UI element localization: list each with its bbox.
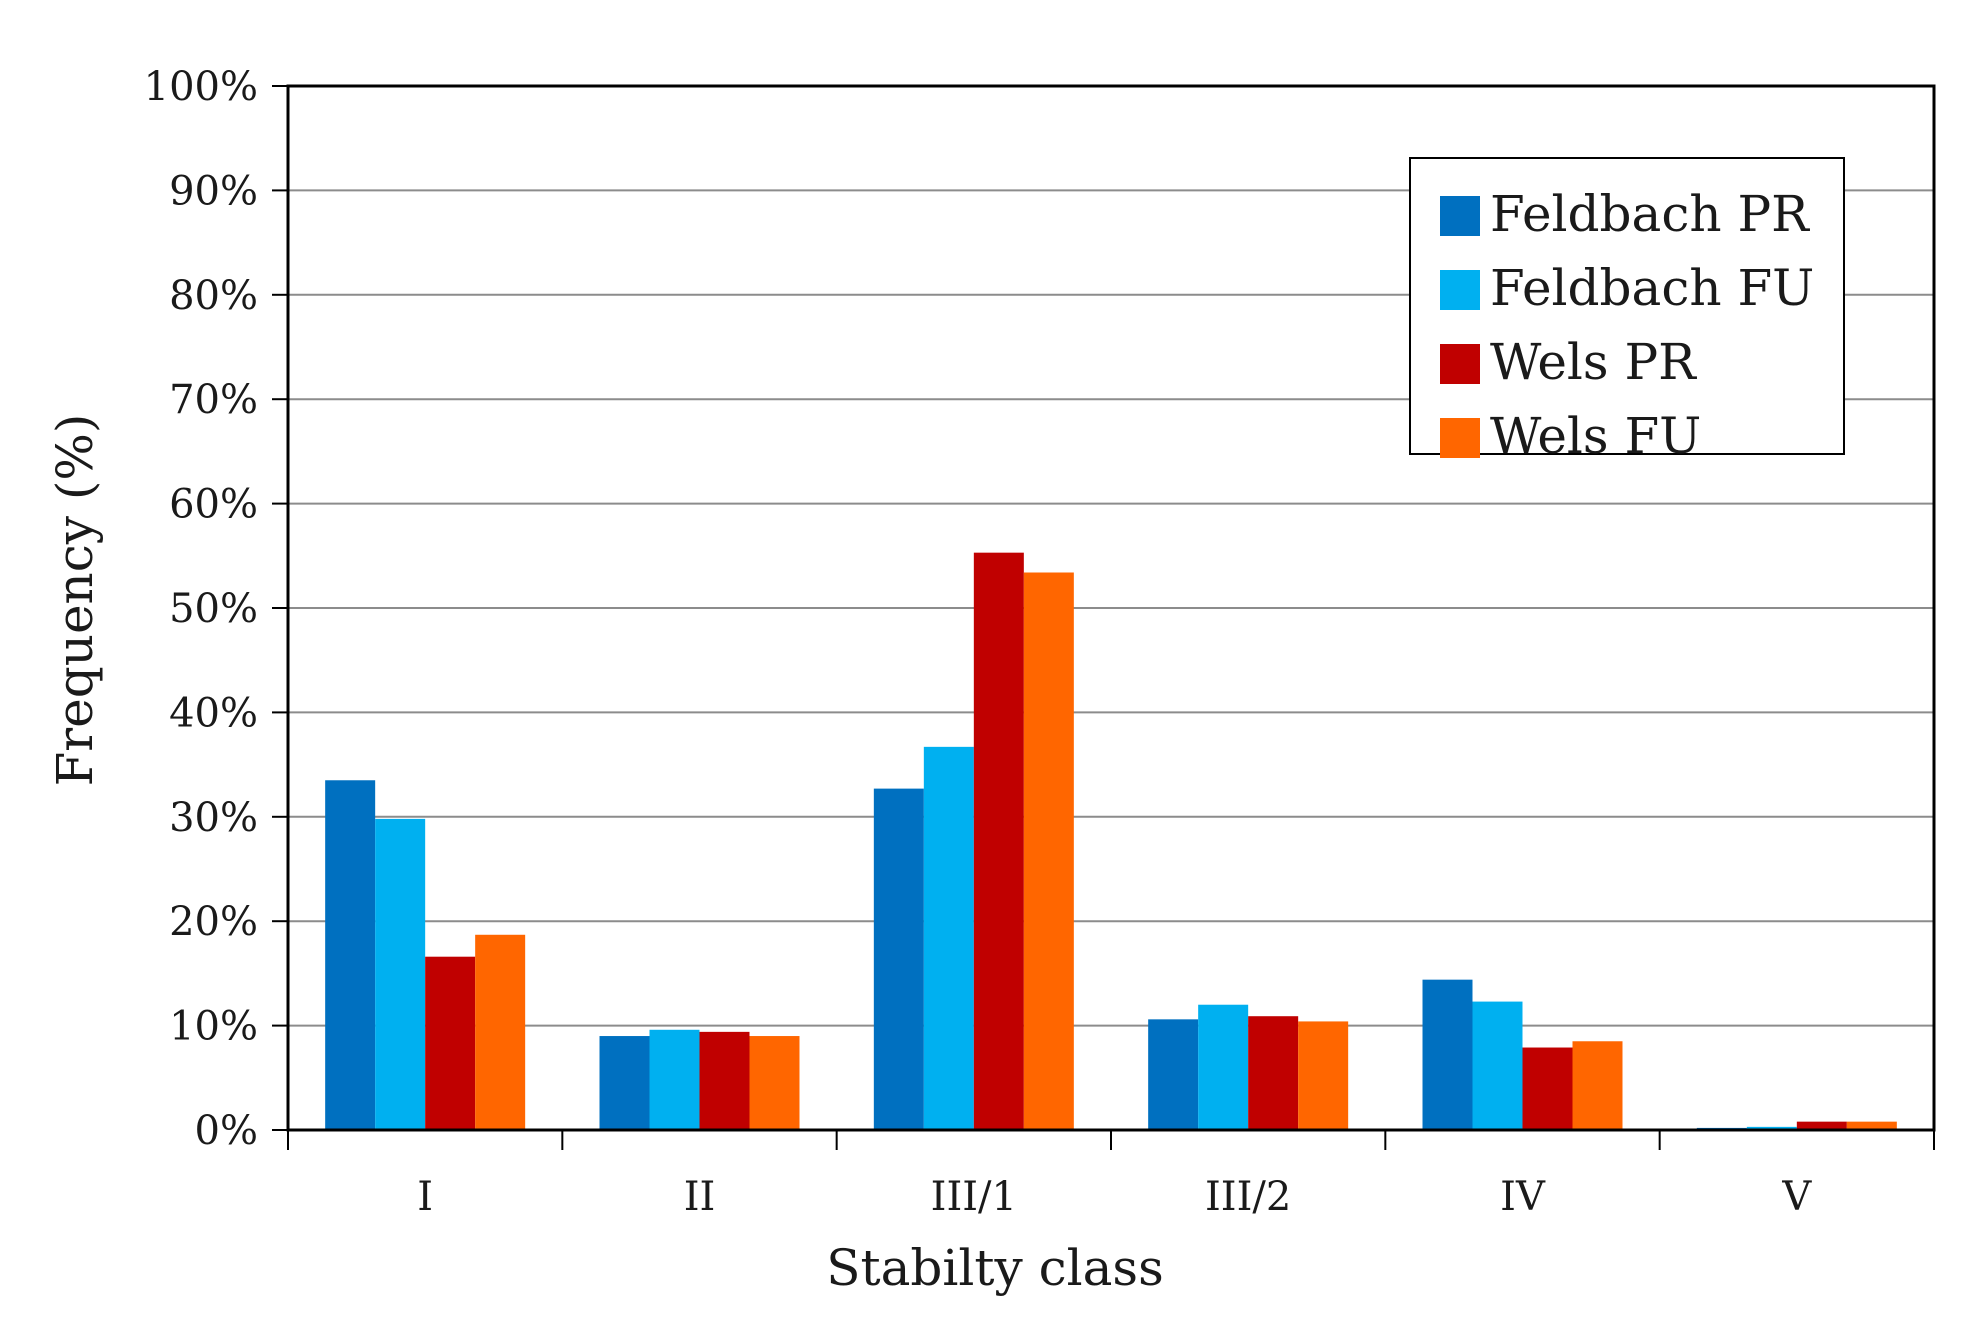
legend-swatch <box>1440 196 1480 236</box>
y-tick-label: 50% <box>169 586 258 632</box>
bar <box>1422 979 1473 1130</box>
x-axis-title: Stabilty class <box>826 1239 1164 1297</box>
bar <box>1298 1021 1349 1130</box>
bar <box>1746 1126 1797 1130</box>
x-tick-label: II <box>684 1174 716 1220</box>
legend: Feldbach PR Feldbach FU Wels PR Wels FU <box>1409 157 1845 465</box>
x-tick-label: IV <box>1500 1174 1546 1220</box>
y-tick-label: 20% <box>169 899 258 945</box>
bar <box>749 1036 800 1130</box>
bar <box>1572 1041 1623 1130</box>
y-axis-ticks: 0% 10% 20% 30% 40% 50% 60% 70% 80% 90% 100% <box>144 64 288 1154</box>
y-tick-label: 90% <box>169 168 258 214</box>
y-tick-label: 40% <box>169 690 258 736</box>
x-tick-label: V <box>1781 1174 1812 1220</box>
bar <box>325 780 376 1130</box>
legend-label: Feldbach PR <box>1490 185 1810 243</box>
bar <box>923 746 974 1130</box>
y-tick-label: 0% <box>195 1108 258 1154</box>
y-tick-label: 60% <box>169 482 258 528</box>
y-tick-label: 10% <box>169 1004 258 1050</box>
legend-label: Wels FU <box>1490 407 1701 465</box>
legend-swatch <box>1440 418 1480 458</box>
x-tick-label: I <box>417 1174 433 1220</box>
legend-label: Feldbach FU <box>1490 259 1814 317</box>
y-tick-label: 70% <box>169 377 258 423</box>
bar <box>1472 1001 1523 1130</box>
bar <box>1023 572 1074 1130</box>
y-tick-label: 100% <box>144 64 258 110</box>
bar <box>649 1029 700 1130</box>
y-axis-title: Frequency (%) <box>46 414 104 787</box>
x-axis-ticks: I II III/1 III/2 IV V <box>287 1130 1935 1220</box>
y-tick-label: 30% <box>169 795 258 841</box>
bar <box>1248 1016 1299 1130</box>
x-tick-label: III/1 <box>931 1174 1017 1220</box>
bar <box>1522 1047 1573 1130</box>
bar <box>1148 1019 1199 1130</box>
bar <box>475 934 526 1130</box>
bar <box>1846 1121 1897 1130</box>
bar <box>973 552 1024 1130</box>
x-tick-label: III/2 <box>1205 1174 1291 1220</box>
bars-group <box>325 552 1897 1130</box>
legend-swatch <box>1440 344 1480 384</box>
bar <box>425 956 476 1130</box>
legend-box <box>1409 157 1845 455</box>
legend-swatch <box>1440 270 1480 310</box>
bar <box>375 818 426 1130</box>
bar <box>873 788 924 1130</box>
bar <box>599 1036 650 1130</box>
legend-label: Wels PR <box>1490 333 1697 391</box>
bar <box>699 1031 750 1130</box>
bar <box>1796 1121 1847 1130</box>
y-tick-label: 80% <box>169 273 258 319</box>
bar <box>1198 1004 1249 1130</box>
